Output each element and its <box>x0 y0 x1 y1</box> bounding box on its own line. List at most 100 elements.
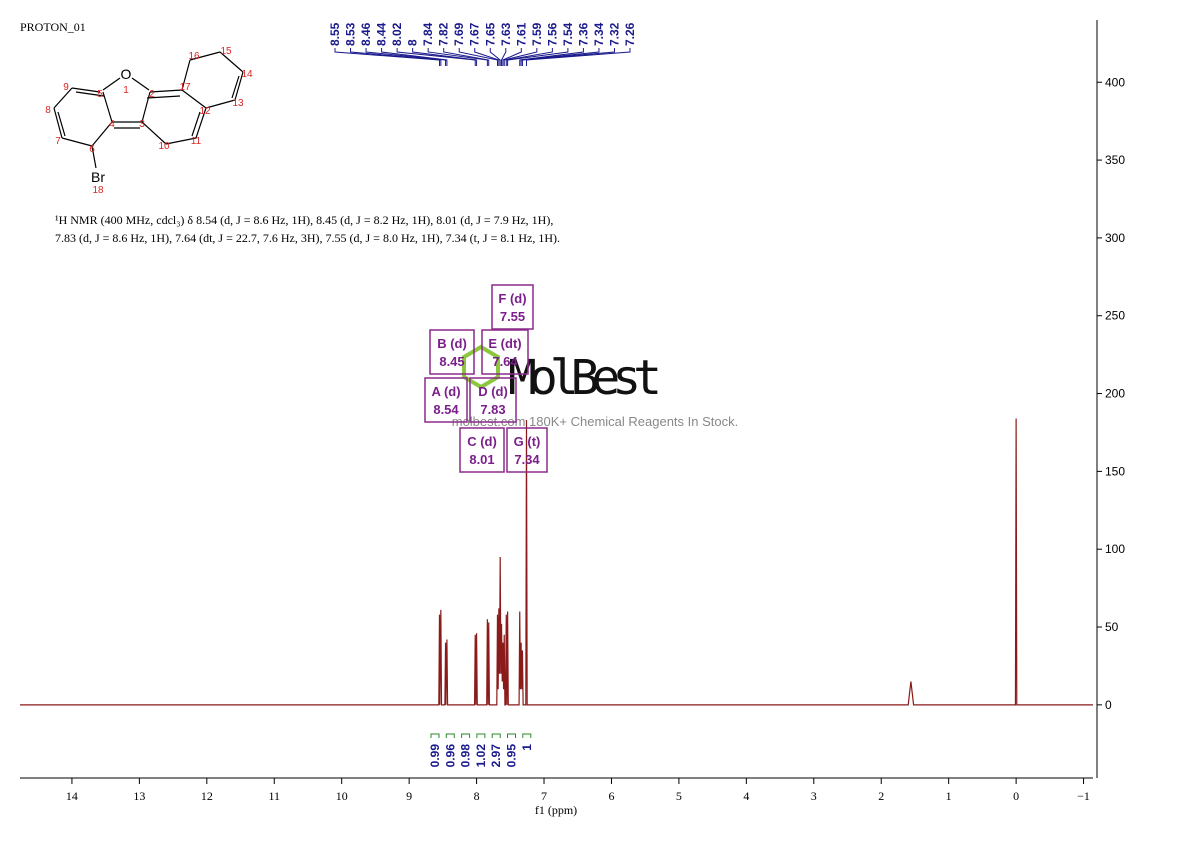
integral-value: 1 <box>520 744 534 751</box>
peak-connector <box>350 48 442 66</box>
peak-label: 7.36 <box>576 22 590 46</box>
atom-label: Br <box>91 169 105 185</box>
x-tick-label: 0 <box>1013 789 1019 803</box>
atom-label: 2 <box>149 89 155 100</box>
peak-label: 7.26 <box>623 22 637 46</box>
description: ¹H NMR (400 MHz, cdcl₃) δ 8.54 (d, J = 8… <box>55 213 560 245</box>
integral-value: 2.97 <box>489 744 503 768</box>
peak-label: 7.69 <box>452 22 466 46</box>
peak-label: 7.61 <box>514 22 528 46</box>
x-tick-label: 9 <box>406 789 412 803</box>
y-tick-label: 350 <box>1105 153 1125 167</box>
multiplet-label: D (d) <box>478 384 508 399</box>
multiplet-shift: 8.45 <box>439 354 464 369</box>
atom-label: 5 <box>97 89 103 100</box>
peak-connector <box>525 48 631 66</box>
multiplet-shift: 8.54 <box>433 402 459 417</box>
multiplet-label: B (d) <box>437 336 467 351</box>
x-tick-label: 8 <box>474 789 480 803</box>
peak-label: 8 <box>406 39 420 46</box>
x-tick-label: 12 <box>201 789 213 803</box>
atom-label: 16 <box>188 51 200 62</box>
x-tick-label: 5 <box>676 789 682 803</box>
peak-connector <box>427 48 488 66</box>
atom-label: 13 <box>232 98 244 109</box>
x-tick-label: 10 <box>336 789 348 803</box>
peak-label: 7.34 <box>592 22 606 46</box>
integral-bracket <box>430 733 440 738</box>
x-tick-label: 6 <box>608 789 614 803</box>
peak-connector <box>501 48 507 66</box>
multiplet-box <box>506 427 548 473</box>
atom-label: 18 <box>92 185 104 196</box>
multiplet-label: E (dt) <box>488 336 521 351</box>
y-tick-label: 250 <box>1105 309 1125 323</box>
multiplet-box <box>491 284 534 330</box>
peak-connector <box>489 48 501 66</box>
integral-bracket <box>461 733 471 738</box>
atom-label: 17 <box>179 82 191 93</box>
peak-connector <box>443 48 490 66</box>
spectrum-title: PROTON_01 <box>20 20 86 34</box>
x-tick-label: −1 <box>1077 789 1090 803</box>
peak-label: 8.44 <box>375 22 389 46</box>
watermark-tagline: molbest.com 180K+ Chemical Reagents In S… <box>452 414 739 429</box>
multiplet-label: A (d) <box>431 384 460 399</box>
atom-label: 11 <box>191 136 202 147</box>
atom-label: O <box>121 66 132 82</box>
multiplet-shift: 7.55 <box>500 309 525 324</box>
peak-label: 8.53 <box>344 22 358 46</box>
x-tick-label: 2 <box>878 789 884 803</box>
peak-connector <box>519 48 584 66</box>
integral-bracket <box>522 733 532 738</box>
atom-label: 8 <box>45 105 51 116</box>
peak-label: 7.63 <box>499 22 513 46</box>
peak-label: 7.67 <box>468 22 482 46</box>
watermark-brand: MolBest <box>508 350 662 406</box>
x-tick-label: 1 <box>946 789 952 803</box>
y-tick-label: 100 <box>1105 542 1125 556</box>
multiplet-box <box>429 329 475 375</box>
multiplet-shift: 7.34 <box>514 452 540 467</box>
peak-connector <box>334 48 440 66</box>
integral-value: 1.02 <box>474 744 488 768</box>
atom-label: 7 <box>55 136 61 147</box>
integral-value: 0.98 <box>459 744 473 768</box>
peak-label: 7.32 <box>607 22 621 46</box>
multiplet-box <box>469 377 517 423</box>
watermark-logo <box>462 344 500 390</box>
description-line: 7.83 (d, J = 8.6 Hz, 1H), 7.64 (dt, J = … <box>55 231 560 245</box>
x-tick-label: 3 <box>811 789 817 803</box>
peak-label: 8.55 <box>328 22 342 46</box>
atom-label: 3 <box>139 119 145 130</box>
multiplet-shift: 7.64 <box>492 354 518 369</box>
multiplet-box <box>424 377 468 423</box>
multiplet-box <box>459 427 505 473</box>
peak-connector <box>365 48 447 66</box>
multiplet-label: G (t) <box>514 434 541 449</box>
peak-connector <box>396 48 476 66</box>
spectrum-line <box>20 418 1093 706</box>
y-tick-label: 0 <box>1105 698 1112 712</box>
y-tick-label: 150 <box>1105 464 1125 478</box>
peak-connector <box>502 48 522 66</box>
x-tick-label: 7 <box>541 789 547 803</box>
peak-connector <box>505 48 553 66</box>
atom-label: 15 <box>220 46 232 57</box>
y-tick-label: 50 <box>1105 620 1119 634</box>
peak-connector <box>412 48 478 66</box>
integral-value: 0.99 <box>428 744 442 768</box>
atom-label: 9 <box>63 82 69 93</box>
peak-label: 7.59 <box>530 22 544 46</box>
peak-connector <box>474 48 500 66</box>
integral-value: 0.95 <box>505 744 519 768</box>
x-tick-label: 13 <box>133 789 145 803</box>
peak-connector <box>520 48 600 66</box>
x-tick-label: 11 <box>268 789 280 803</box>
atom-label: 14 <box>241 69 253 80</box>
atom-label: 10 <box>158 141 170 152</box>
peak-connector <box>507 48 569 66</box>
multiplet-box <box>481 329 529 375</box>
atom-label: 4 <box>109 119 115 130</box>
